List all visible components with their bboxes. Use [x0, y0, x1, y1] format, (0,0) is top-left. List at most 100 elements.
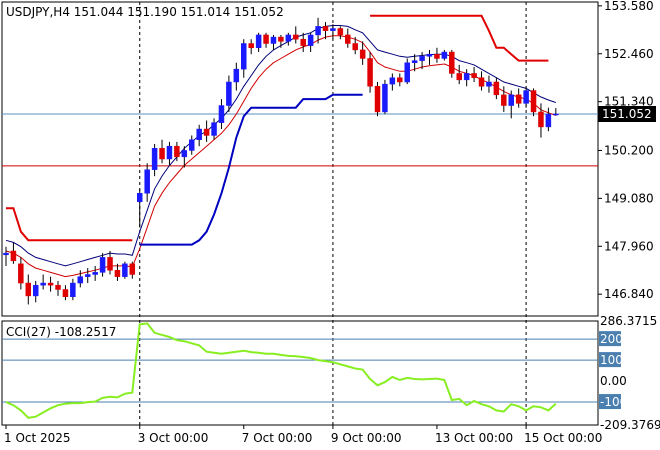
- candle: [434, 47, 440, 63]
- candle: [241, 39, 247, 78]
- cci-tick-label: -100: [600, 395, 627, 409]
- candle: [315, 17, 321, 44]
- candle: [32, 280, 39, 303]
- candle-body: [337, 28, 344, 36]
- candle: [553, 108, 559, 116]
- candle-body: [233, 68, 240, 83]
- candle: [270, 34, 277, 50]
- candle: [99, 253, 106, 277]
- cci-panel: 1 Oct 2025 3 Oct 00:00 7 Oct 00:00 9 Oct 00…: [1, 314, 660, 445]
- candle-body: [463, 73, 470, 81]
- candle: [411, 54, 418, 72]
- candle: [486, 75, 492, 93]
- candle-body: [47, 282, 54, 286]
- cci-level-box: [599, 394, 621, 410]
- candle-body: [174, 145, 180, 158]
- candle-body: [397, 77, 403, 83]
- candle-body: [25, 282, 32, 297]
- candle: [478, 71, 485, 91]
- candle-body: [426, 53, 433, 57]
- candle: [449, 49, 455, 78]
- candle-body: [322, 26, 329, 31]
- candle-body: [345, 34, 351, 44]
- cci-tick-label: 286.3715: [600, 314, 657, 328]
- candle-body: [486, 81, 492, 87]
- candle: [278, 34, 284, 48]
- candle: [523, 86, 529, 108]
- candle-body: [553, 113, 559, 116]
- candle-body: [382, 83, 388, 113]
- candle-body: [404, 62, 410, 83]
- candle: [307, 32, 314, 53]
- candle: [367, 52, 373, 93]
- candle: [159, 139, 165, 164]
- candle: [233, 62, 240, 91]
- candle: [166, 141, 173, 166]
- candle-body: [367, 58, 373, 87]
- candle: [330, 24, 336, 40]
- candle-body: [263, 34, 269, 44]
- candle: [352, 37, 358, 55]
- candle-body: [434, 53, 440, 59]
- candle: [47, 276, 54, 292]
- candle-body: [538, 111, 544, 128]
- cci-level-box: [599, 352, 621, 368]
- candle-body: [441, 51, 448, 59]
- price-panel: 153.580 152.460 151.340 150.200 149.080 147.9…: [1, 0, 656, 425]
- candle: [501, 86, 507, 112]
- candle-body: [10, 250, 17, 262]
- y-tick-label: 146.840: [604, 287, 654, 301]
- candle: [203, 120, 210, 142]
- candle-body: [218, 105, 225, 123]
- candle: [493, 77, 500, 100]
- candle: [189, 135, 195, 155]
- candle: [538, 103, 544, 138]
- candle-body: [196, 128, 202, 140]
- candle: [300, 32, 306, 53]
- candle: [426, 49, 433, 65]
- candle-body: [70, 282, 76, 297]
- current-price-text: 151.052: [602, 107, 652, 121]
- candle: [397, 73, 403, 87]
- y-tick-label: 152.460: [604, 47, 654, 61]
- candle-body: [307, 34, 314, 46]
- y-tick-label: 147.960: [604, 239, 654, 253]
- candle-body: [151, 148, 158, 170]
- cci-tick-label: 200: [600, 332, 623, 346]
- cci-tick-label: 0.00: [600, 374, 627, 388]
- current-price-box: [598, 105, 656, 122]
- candle: [55, 280, 61, 296]
- candle-body: [501, 94, 507, 106]
- candle-body: [129, 263, 136, 275]
- candle-body: [62, 289, 69, 297]
- candle: [218, 99, 225, 130]
- candle-body: [449, 51, 455, 74]
- candle: [122, 261, 128, 279]
- candle-body: [523, 90, 529, 104]
- candle: [293, 26, 299, 44]
- candle-body: [84, 274, 91, 277]
- candle: [359, 41, 366, 65]
- candle-body: [545, 113, 552, 128]
- cci-level-box: [599, 331, 621, 347]
- candle-body: [40, 282, 46, 286]
- y-tick-label: 153.580: [604, 0, 654, 13]
- candle: [3, 246, 9, 266]
- candle: [285, 32, 292, 46]
- candle-body: [389, 77, 396, 85]
- candle: [404, 58, 410, 85]
- candle-body: [248, 43, 254, 49]
- x-tick-label: 15 Oct 00:00: [524, 431, 602, 445]
- candle: [151, 144, 158, 177]
- candle-body: [226, 81, 232, 106]
- candle: [389, 73, 396, 91]
- candle-body: [352, 43, 358, 51]
- candle: [545, 107, 552, 132]
- candle-body: [144, 169, 150, 194]
- candle: [508, 90, 514, 119]
- candle-body: [456, 73, 462, 81]
- candle: [530, 88, 537, 117]
- candle-body: [107, 257, 113, 271]
- candle-body: [211, 122, 217, 136]
